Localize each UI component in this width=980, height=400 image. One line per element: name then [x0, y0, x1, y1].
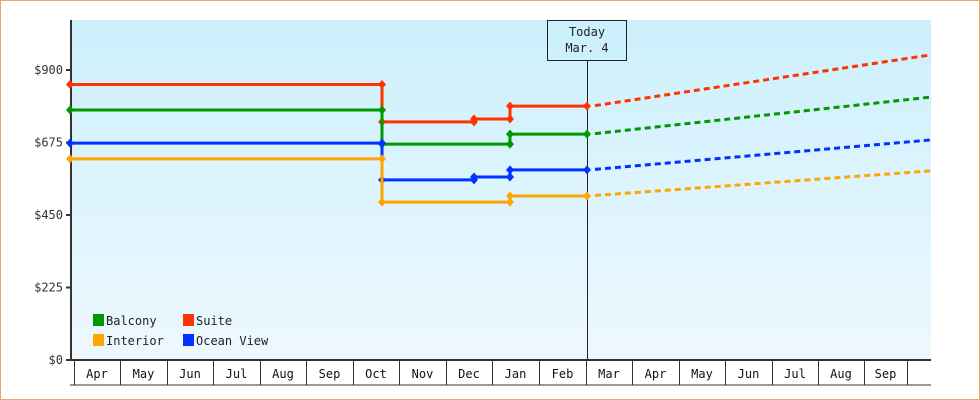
x-tick-label: May: [133, 367, 155, 381]
today-marker: Today Mar. 4: [547, 20, 627, 360]
plot-area: [71, 20, 931, 360]
x-tick-label: Sep: [875, 367, 897, 381]
legend-label: Ocean View: [196, 334, 269, 348]
series-lines: [66, 53, 932, 207]
today-label: Today: [569, 25, 605, 39]
x-tick-label: Nov: [412, 367, 434, 381]
legend-label: Interior: [106, 334, 164, 348]
legend-swatch: [93, 334, 104, 346]
y-tick-label: $900: [34, 63, 63, 77]
legend-label: Balcony: [106, 314, 157, 328]
y-tick-label: $450: [34, 208, 63, 222]
x-tick-label: May: [691, 367, 713, 381]
x-tick-label: Apr: [645, 367, 667, 381]
legend: Balcony Suite Interior Ocean View: [93, 314, 269, 348]
x-tick-label: Aug: [830, 367, 852, 381]
legend-swatch: [183, 314, 194, 326]
series-ocean-view: [66, 138, 932, 185]
y-tick-label: $0: [49, 353, 63, 367]
x-tick-label: Mar: [598, 367, 620, 381]
x-tick-label: Feb: [552, 367, 574, 381]
legend-swatch: [93, 314, 104, 326]
today-date: Mar. 4: [565, 41, 608, 55]
y-axis: $0 $225 $450 $675 $900: [34, 20, 72, 367]
y-tick-label: $675: [34, 136, 63, 150]
x-tick-label: Jan: [505, 367, 527, 381]
legend-item-suite: Suite: [183, 314, 232, 328]
y-tick-label: $225: [34, 281, 63, 295]
legend-swatch: [183, 334, 194, 346]
x-tick-label: Jun: [179, 367, 201, 381]
x-tick-label: Dec: [458, 367, 480, 381]
x-tick-label: Oct: [365, 367, 387, 381]
legend-item-ocean-view: Ocean View: [183, 334, 269, 348]
legend-label: Suite: [196, 314, 232, 328]
x-tick-label: Aug: [272, 367, 294, 381]
legend-item-balcony: Balcony: [93, 314, 157, 328]
x-tick-label: Sep: [319, 367, 341, 381]
x-axis: Apr May Jun Jul Aug Sep Oct Nov Dec Jan Feb Mar Apr M…: [70, 359, 931, 386]
series-interior: [66, 154, 932, 207]
legend-item-interior: Interior: [93, 334, 164, 348]
x-tick-label: Apr: [86, 367, 108, 381]
x-tick-label: Jul: [784, 367, 806, 381]
x-tick-label: Jul: [226, 367, 248, 381]
x-tick-label: Jun: [738, 367, 760, 381]
